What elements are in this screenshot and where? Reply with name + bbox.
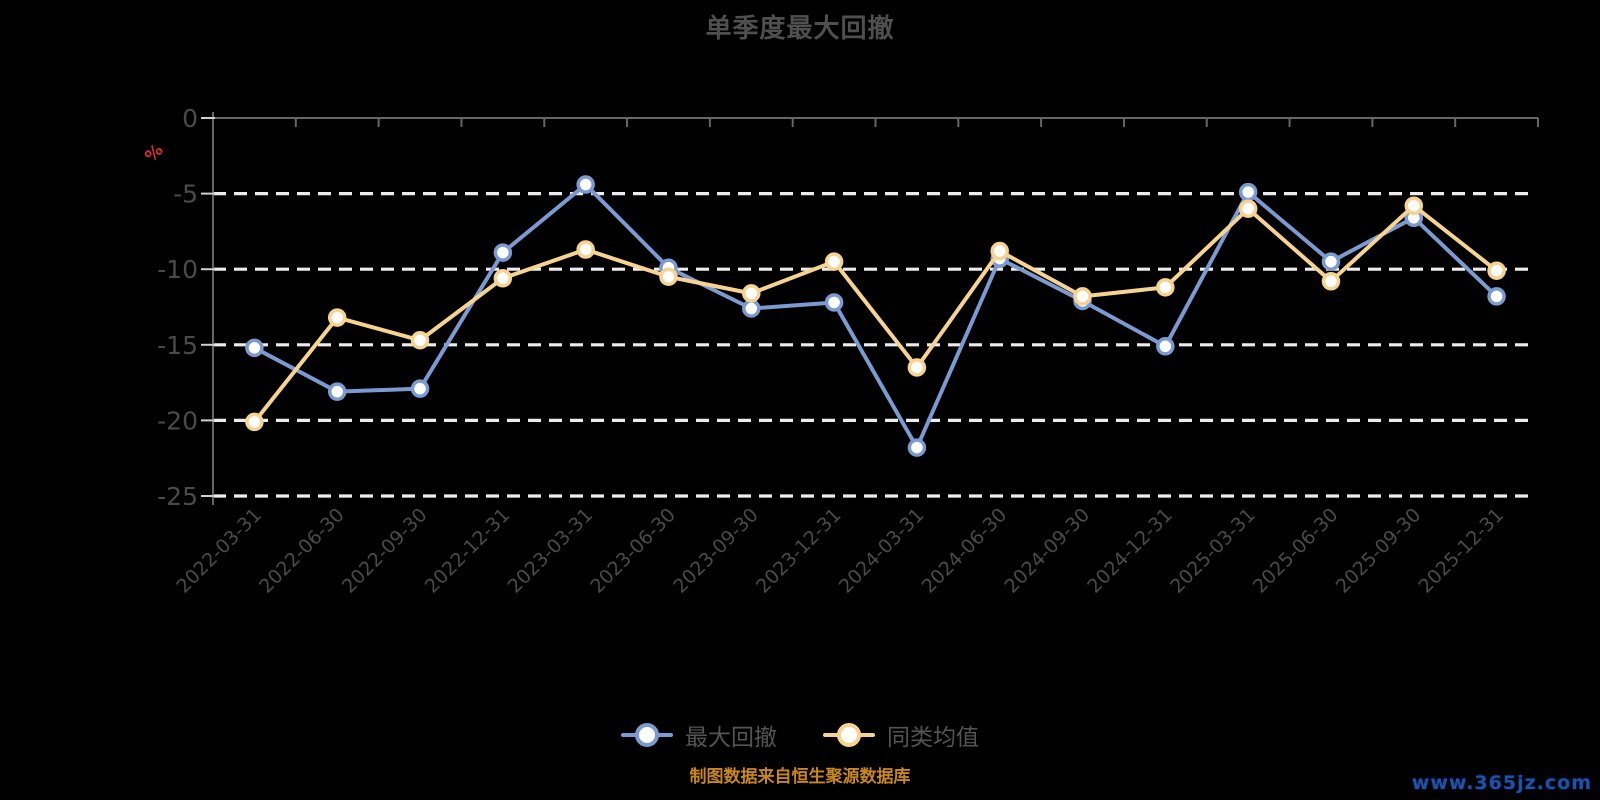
legend: 最大回撤 同类均值	[0, 718, 1600, 752]
legend-label: 最大回撤	[685, 725, 777, 751]
legend-item-max-drawdown[interactable]: 最大回撤	[621, 718, 777, 752]
data-point[interactable]	[1156, 278, 1175, 297]
data-point[interactable]	[493, 269, 513, 288]
legend-item-category-average[interactable]: 同类均值	[823, 718, 979, 752]
data-point[interactable]	[1238, 199, 1258, 218]
x-axis-label: 2025-09-30	[1332, 504, 1426, 598]
data-point[interactable]	[907, 358, 927, 377]
x-axis-label: 2025-06-30	[1249, 504, 1343, 598]
x-axis-label: 2023-03-31	[504, 504, 598, 598]
series-line-1	[252, 203, 1499, 424]
data-source-note: 制图数据来自恒生聚源数据库	[689, 767, 911, 787]
data-point[interactable]	[327, 382, 347, 401]
data-point[interactable]	[1321, 272, 1341, 291]
data-point[interactable]	[1238, 182, 1258, 202]
y-axis-label: -5	[173, 180, 198, 209]
data-point[interactable]	[742, 284, 761, 303]
x-axis-label: 2023-06-30	[586, 504, 680, 598]
data-point[interactable]	[410, 379, 430, 398]
data-point[interactable]	[1156, 337, 1175, 356]
data-point[interactable]	[1487, 261, 1506, 280]
data-point[interactable]	[824, 293, 844, 312]
x-axis-label: 2022-12-31	[421, 504, 515, 598]
data-point[interactable]	[659, 267, 678, 287]
data-point[interactable]	[824, 252, 844, 271]
x-axis-label: 2024-03-31	[835, 504, 929, 598]
x-axis-label: 2023-09-30	[669, 504, 763, 598]
series-line-0	[252, 182, 1499, 450]
y-axis-label: -20	[157, 406, 198, 435]
data-point[interactable]	[245, 412, 264, 432]
data-point[interactable]	[742, 299, 761, 318]
x-axis-label: 2023-12-31	[752, 504, 846, 598]
data-point[interactable]	[1487, 287, 1506, 306]
y-axis-label: -10	[157, 255, 198, 284]
y-axis-label: -25	[157, 482, 198, 511]
x-axis-label: 2022-09-30	[338, 504, 432, 598]
chart-title: 单季度最大回撤	[705, 14, 895, 44]
x-axis-label: 2024-06-30	[918, 504, 1012, 598]
data-point[interactable]	[990, 241, 1009, 261]
x-axis-label: 2022-03-31	[172, 504, 266, 598]
data-point[interactable]	[1404, 196, 1424, 215]
watermark: www.365jz.com	[1411, 772, 1592, 794]
data-point[interactable]	[1321, 252, 1341, 271]
x-axis-label: 2024-09-30	[1000, 504, 1094, 598]
data-point[interactable]	[1073, 287, 1092, 306]
data-point[interactable]	[493, 243, 513, 262]
y-axis-label: 0	[182, 104, 198, 133]
line-marker-icon	[823, 722, 875, 748]
data-point[interactable]	[576, 175, 595, 194]
y-axis-label: -15	[157, 331, 198, 360]
data-point[interactable]	[410, 331, 430, 350]
y-axis-unit-label: %	[141, 140, 167, 166]
data-point[interactable]	[576, 240, 595, 259]
x-axis-label: 2025-03-31	[1166, 504, 1260, 598]
data-point[interactable]	[245, 338, 264, 358]
x-axis-label: 2024-12-31	[1083, 504, 1177, 598]
data-point[interactable]	[327, 308, 347, 327]
x-axis-label: 2025-12-31	[1414, 504, 1508, 598]
line-marker-icon	[621, 722, 673, 748]
x-axis-label: 2022-06-30	[255, 504, 349, 598]
legend-label: 同类均值	[887, 725, 979, 751]
data-point[interactable]	[907, 438, 927, 457]
